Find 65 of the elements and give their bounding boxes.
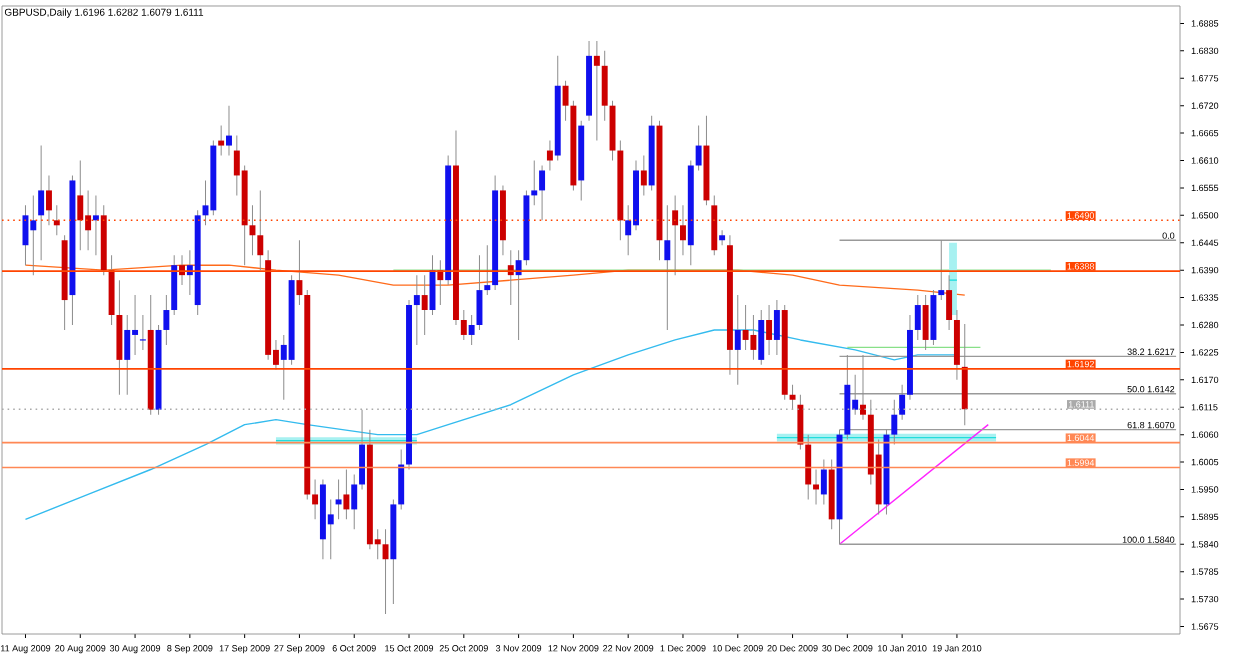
candlestick (562, 80, 569, 122)
candlestick (398, 449, 405, 510)
candlestick (695, 125, 702, 171)
candlestick (820, 459, 827, 505)
candlestick (930, 289, 937, 346)
candlestick (163, 294, 170, 346)
candlestick (312, 478, 319, 520)
candlestick (335, 478, 342, 520)
candlestick (789, 384, 796, 411)
candlestick (664, 204, 671, 331)
candlestick (773, 299, 780, 356)
candlestick (382, 528, 389, 615)
candlestick (766, 304, 773, 356)
candlestick (116, 279, 123, 396)
candlestick (53, 204, 60, 236)
candlestick (124, 314, 131, 396)
candlestick (413, 274, 420, 346)
candlestick (797, 394, 804, 451)
candlestick (750, 314, 757, 361)
candlestick (421, 274, 428, 336)
candlestick (38, 145, 45, 261)
candlestick (946, 274, 953, 331)
candlestick (476, 254, 483, 331)
candlestick (139, 314, 147, 351)
candlestick (531, 160, 538, 206)
candlestick (860, 354, 866, 421)
candlestick (546, 140, 553, 171)
candlestick (351, 474, 358, 530)
candlestick (742, 304, 749, 351)
candlestick (758, 309, 765, 366)
candlestick (593, 40, 600, 142)
candlestick (92, 194, 99, 256)
candlestick (953, 309, 960, 381)
candlestick (85, 189, 92, 251)
candlestick (296, 239, 303, 306)
candlestick (226, 105, 232, 157)
candlestick (891, 399, 898, 446)
candlestick (108, 254, 115, 326)
candlestick (539, 164, 546, 221)
candlestick (922, 294, 929, 351)
candlestick (45, 174, 52, 226)
candlestick (484, 244, 491, 296)
candlestick (171, 254, 178, 316)
candlestick (257, 189, 264, 271)
candlestick (77, 160, 84, 251)
candlestick (640, 155, 647, 196)
candlestick (30, 194, 37, 276)
candlestick (914, 294, 921, 341)
candlestick (711, 194, 718, 256)
candlestick (719, 229, 726, 246)
candlestick (468, 314, 475, 346)
candlestick (672, 194, 679, 276)
candlestick (805, 434, 812, 500)
candlestick (460, 309, 467, 341)
candlestick (218, 125, 225, 157)
candlestick (601, 50, 608, 122)
candlestick (899, 384, 906, 421)
candlestick (813, 469, 820, 505)
candlestick (343, 469, 350, 520)
candlestick (680, 204, 686, 256)
candlestick (734, 294, 741, 386)
candlestick (961, 323, 968, 426)
candlestick (938, 239, 945, 301)
candlestick (359, 409, 366, 490)
candlestick (132, 294, 139, 356)
